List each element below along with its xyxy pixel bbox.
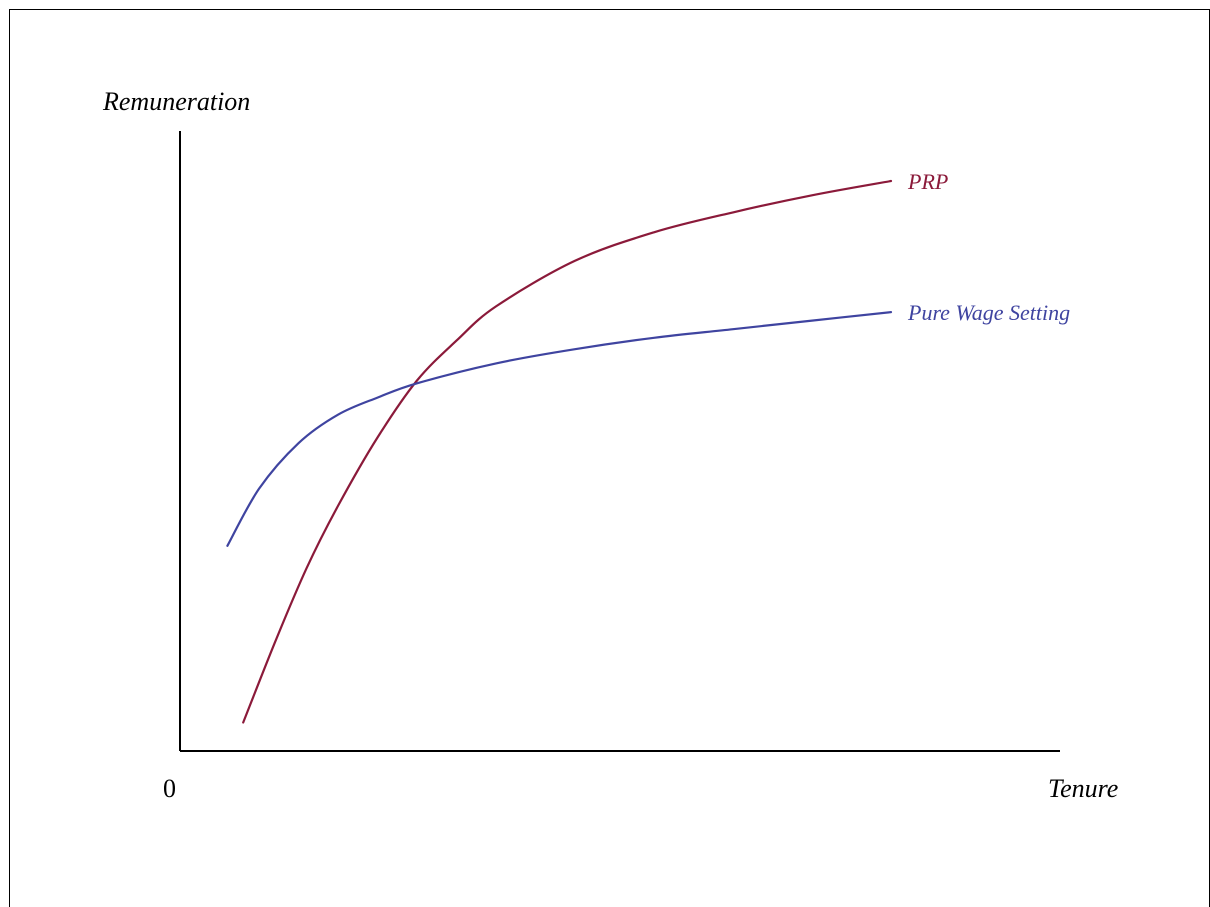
- x-axis-label: Tenure: [1048, 774, 1118, 803]
- origin-label: 0: [163, 774, 176, 803]
- series-label-pure-wage-setting: Pure Wage Setting: [907, 300, 1070, 325]
- y-axis-label: Remuneration: [102, 87, 250, 116]
- series-line-pure-wage-setting: [226, 311, 893, 547]
- series-line-prp: [242, 179, 893, 724]
- series-label-prp: PRP: [907, 169, 948, 194]
- series-layer: PRP Pure Wage Setting: [226, 169, 1070, 724]
